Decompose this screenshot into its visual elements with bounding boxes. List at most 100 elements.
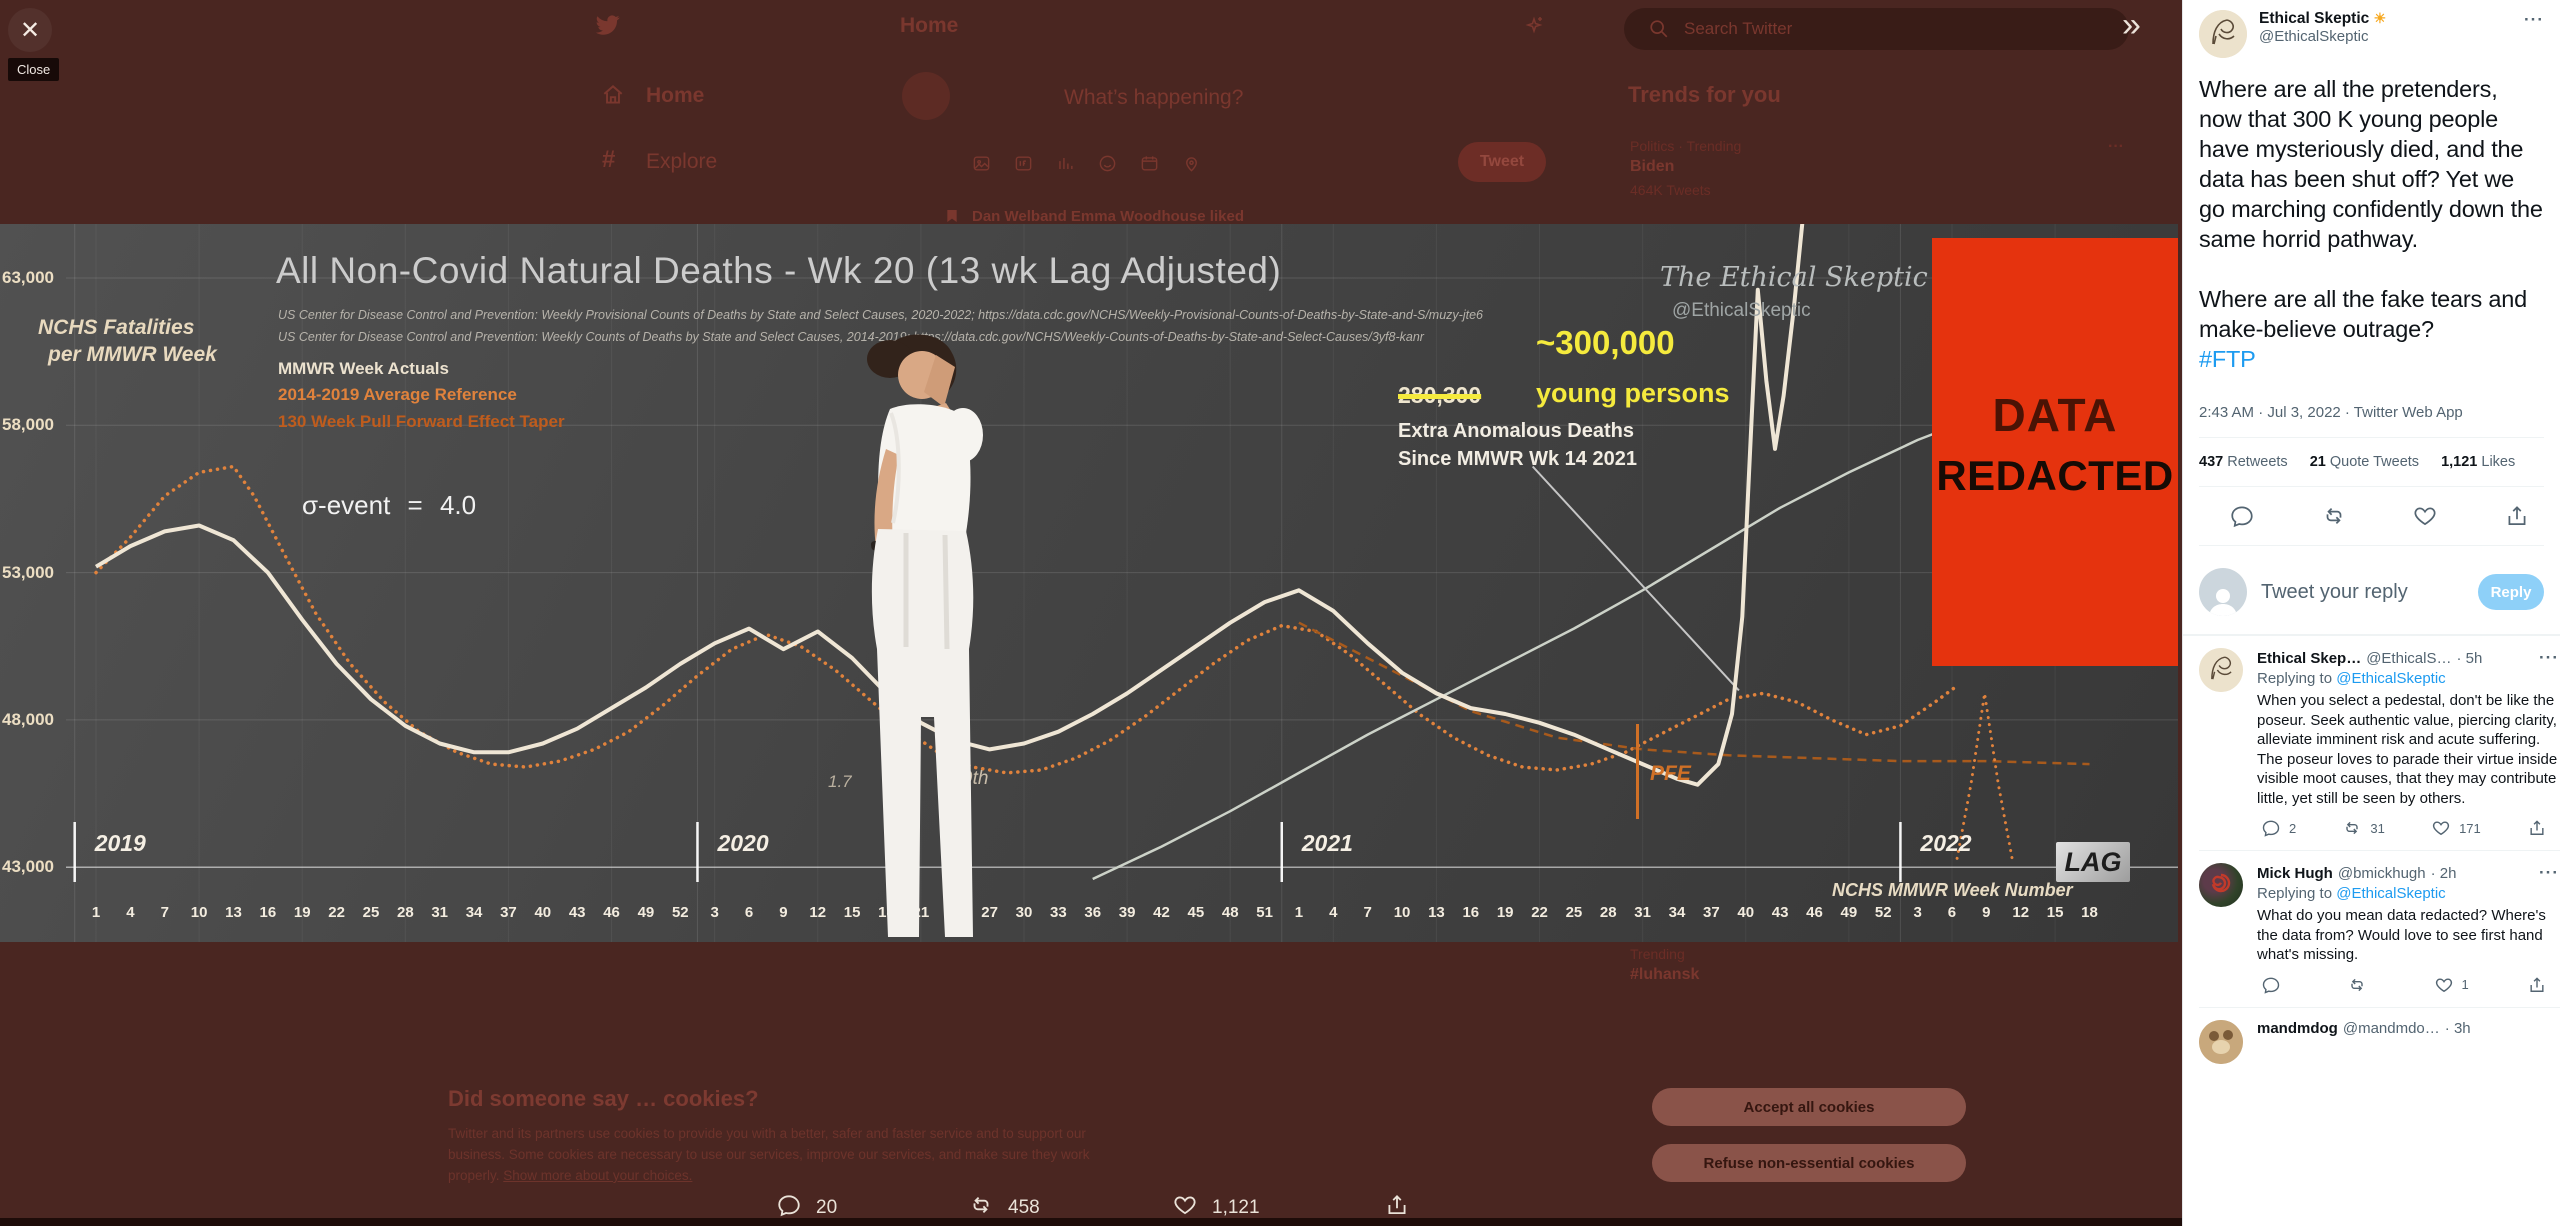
y-axis-title-line2: per MMWR Week bbox=[48, 343, 217, 367]
y-tick-label: 63,000 bbox=[2, 268, 54, 287]
reply-tweet[interactable]: mandmdog @mandmdo… · 3h bbox=[2183, 1008, 2560, 1064]
tweet-more-button[interactable]: ··· bbox=[2524, 10, 2544, 29]
media-poll-icon[interactable] bbox=[1056, 154, 1075, 178]
viewer-retweet-icon[interactable] bbox=[968, 1192, 994, 1218]
x-axis-week-ticks: 1 4 7 10 13 16 19 22 25 28 31 34 37 40 43 46 49 52 3 6 9 12 15… bbox=[0, 904, 2178, 928]
reply-icon[interactable] bbox=[2261, 975, 2281, 995]
week-tick-label: 6 bbox=[1947, 904, 1957, 921]
viewer-share-icon[interactable] bbox=[1384, 1192, 1410, 1218]
divider bbox=[2183, 634, 2560, 636]
reply-tweet[interactable]: Mick Hugh @bmickhugh · 2h ··· Replying t… bbox=[2183, 851, 2560, 1008]
retweet-icon[interactable] bbox=[2347, 975, 2367, 995]
accept-cookies-button[interactable]: Accept all cookies bbox=[1652, 1088, 1966, 1126]
close-button[interactable]: ✕ bbox=[8, 8, 52, 52]
share-icon[interactable] bbox=[2504, 503, 2530, 529]
trend-name[interactable]: Biden bbox=[1630, 158, 1675, 175]
trend-more-button[interactable]: ··· bbox=[2108, 138, 2124, 155]
tweet-author-block[interactable]: Ethical Skeptic ☀ @EthicalSkeptic bbox=[2259, 10, 2524, 58]
reply-more-button[interactable]: ··· bbox=[2539, 863, 2559, 882]
media-gif-icon[interactable] bbox=[1014, 154, 1033, 178]
compose-avatar[interactable] bbox=[902, 72, 950, 120]
cookie-banner-body: Twitter and its partners use cookies to … bbox=[448, 1124, 1118, 1187]
hashtag-link[interactable]: #FTP bbox=[2199, 346, 2256, 372]
share-icon[interactable] bbox=[2527, 818, 2547, 838]
trends-title: Trends for you bbox=[1628, 82, 1781, 107]
year-label: 2021 bbox=[1301, 830, 1353, 856]
retweet-icon[interactable] bbox=[2342, 818, 2362, 838]
compose-placeholder[interactable]: What’s happening? bbox=[1064, 86, 1244, 109]
reply-author-name[interactable]: mandmdog bbox=[2257, 1019, 2338, 1037]
feed-liked-by-text: Dan Welband Emma Woodhouse liked bbox=[972, 208, 1244, 225]
reply-author-handle[interactable]: @EthicalS… bbox=[2366, 650, 2452, 667]
week-tick-label: 37 bbox=[500, 904, 517, 921]
media-location-icon[interactable] bbox=[1182, 154, 1201, 178]
y-axis-title-line1: NCHS Fatalities bbox=[38, 316, 195, 339]
home-icon bbox=[600, 82, 626, 113]
reply-author-handle[interactable]: @mandmdo… bbox=[2342, 1019, 2440, 1037]
reply-author-name[interactable]: Mick Hugh bbox=[2257, 865, 2333, 882]
reply-icon[interactable] bbox=[2229, 503, 2255, 529]
timeline-settings-sparkle-icon[interactable] bbox=[1522, 14, 1546, 43]
reply-composer: Tweet your reply Reply bbox=[2183, 546, 2560, 634]
like-icon[interactable] bbox=[2434, 975, 2454, 995]
week-tick-label: 7 bbox=[160, 904, 169, 921]
week-tick-label: 28 bbox=[396, 904, 414, 921]
retweets-stat[interactable]: 437 Retweets bbox=[2199, 454, 2288, 470]
like-icon[interactable] bbox=[2431, 818, 2451, 838]
watermark-name: The Ethical Skeptic bbox=[1660, 262, 1928, 293]
tweet-detail-panel: Ethical Skeptic ☀ @EthicalSkeptic ··· Wh… bbox=[2182, 0, 2560, 1226]
cookie-choices-link[interactable]: Show more about your choices. bbox=[503, 1167, 693, 1183]
trend-count: 464K Tweets bbox=[1630, 182, 1711, 198]
avatar[interactable] bbox=[2199, 863, 2243, 907]
share-icon[interactable] bbox=[2527, 975, 2547, 995]
author-name[interactable]: Ethical Skeptic bbox=[2259, 10, 2370, 27]
reply-more-button[interactable]: ··· bbox=[2539, 648, 2559, 667]
media-image-icon[interactable] bbox=[972, 154, 991, 178]
week-tick-label: 49 bbox=[1840, 904, 1858, 921]
media-schedule-icon[interactable] bbox=[1140, 154, 1159, 178]
reply-time: · 3h bbox=[2444, 1019, 2471, 1037]
replying-to-link[interactable]: @EthicalSkeptic bbox=[2336, 670, 2446, 687]
week-tick-label: 40 bbox=[1737, 904, 1755, 921]
replying-to-link[interactable]: @EthicalSkeptic bbox=[2336, 885, 2446, 902]
chart-source-2: US Center for Disease Control and Preven… bbox=[278, 330, 1424, 344]
chart-image[interactable]: 63,000 58,000 53,000 48,000 43,000 2019 2020 2… bbox=[0, 224, 2178, 942]
quote-tweets-stat[interactable]: 21 Quote Tweets bbox=[2309, 454, 2420, 470]
author-handle[interactable]: @EthicalSkeptic bbox=[2259, 28, 2369, 45]
reply-input[interactable]: Tweet your reply bbox=[2261, 580, 2408, 603]
pfe-label: PFE bbox=[1650, 762, 1691, 785]
avatar[interactable] bbox=[2199, 10, 2247, 58]
viewer-like-icon[interactable] bbox=[1172, 1192, 1198, 1218]
twitter-logo-icon[interactable] bbox=[592, 10, 622, 45]
week-tick-label: 34 bbox=[465, 904, 483, 921]
lag-badge: LAG bbox=[2056, 842, 2130, 882]
timeline-header-title: Home bbox=[900, 14, 959, 37]
y-axis-title: NCHS Fatalities per MMWR Week bbox=[38, 314, 217, 369]
reply-author-handle[interactable]: @bmickhugh bbox=[2337, 865, 2426, 882]
viewer-reply-icon[interactable] bbox=[776, 1192, 802, 1218]
search-placeholder[interactable]: Search Twitter bbox=[1684, 19, 1793, 38]
divider bbox=[2199, 850, 2560, 851]
retweet-icon[interactable] bbox=[2321, 503, 2347, 529]
reply-button-label: Reply bbox=[2490, 583, 2532, 601]
reply-submit-button[interactable]: Reply bbox=[2478, 574, 2544, 610]
refuse-cookies-button[interactable]: Refuse non-essential cookies bbox=[1652, 1144, 1966, 1182]
reply-icon[interactable] bbox=[2261, 818, 2281, 838]
week-tick-label: 25 bbox=[1565, 904, 1583, 921]
collapse-panel-chevron-icon[interactable]: » bbox=[2122, 6, 2141, 44]
trend2-name[interactable]: #luhansk bbox=[1630, 966, 1700, 983]
search-box[interactable] bbox=[1624, 8, 2129, 50]
reply-tweet[interactable]: Ethical Skep… @EthicalS… · 5h ··· Replyi… bbox=[2183, 636, 2560, 851]
media-emoji-icon[interactable] bbox=[1098, 154, 1117, 178]
avatar[interactable] bbox=[2199, 648, 2243, 692]
likes-stat[interactable]: 1,121 Likes bbox=[2441, 454, 2516, 470]
reply-author-name[interactable]: Ethical Skep… bbox=[2257, 650, 2362, 667]
avatar[interactable] bbox=[2199, 1019, 2243, 1064]
reply-body: What do you mean data redacted? Where's … bbox=[2257, 907, 2546, 963]
legend-reference: 2014-2019 Average Reference bbox=[278, 385, 517, 405]
legend-taper: 130 Week Pull Forward Effect Taper bbox=[278, 411, 565, 431]
sidebar-item-home[interactable]: Home bbox=[646, 84, 705, 107]
like-icon[interactable] bbox=[2412, 503, 2438, 529]
sidebar-item-explore[interactable]: Explore bbox=[646, 150, 718, 173]
tweet-button[interactable]: Tweet bbox=[1458, 142, 1546, 182]
